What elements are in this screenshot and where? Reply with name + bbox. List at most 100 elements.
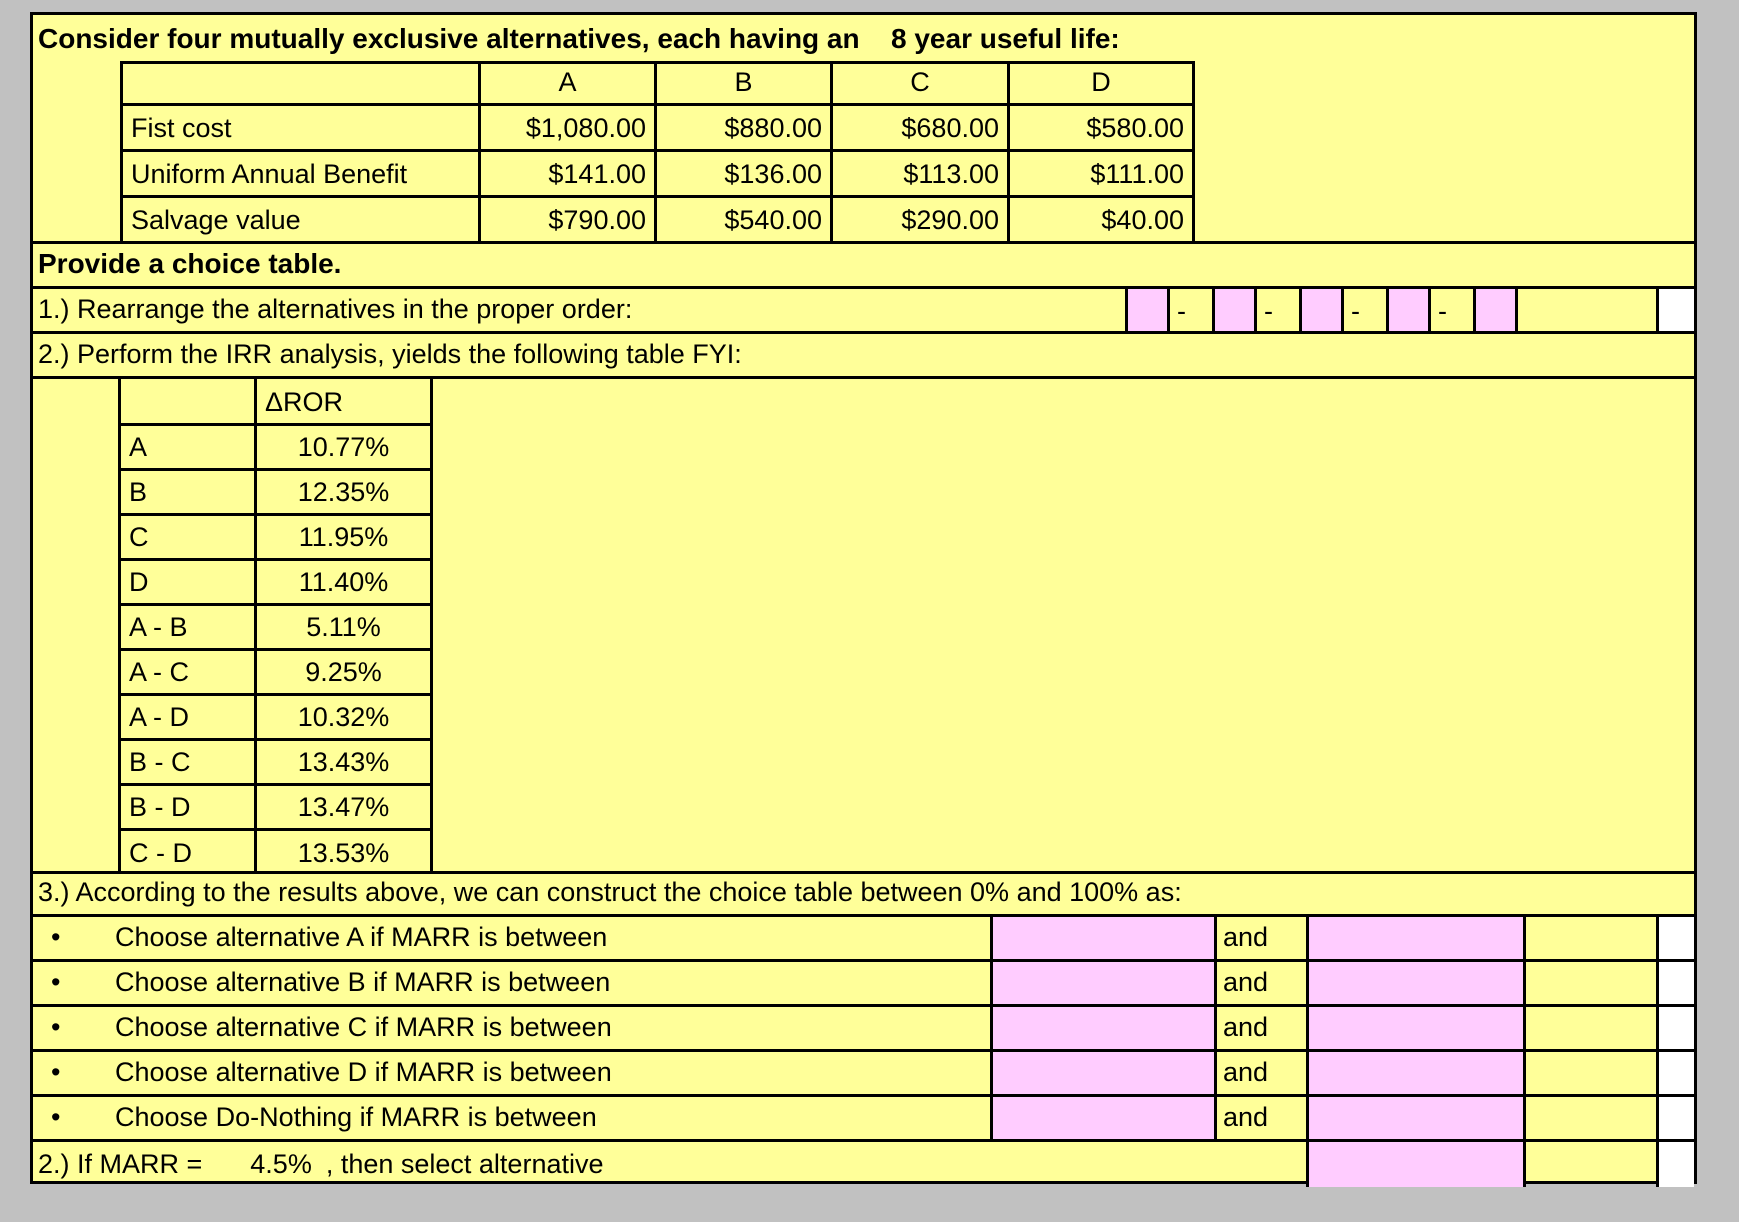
cell-value: $40.00 [1007,195,1195,244]
empty-cell [118,379,257,426]
aror-row: A - C 9.25% [118,647,433,696]
aror-row: A - D 10.32% [118,692,433,741]
cell-value: $290.00 [830,195,1010,244]
cell-value: $111.00 [1007,149,1195,198]
selected-alternative-input[interactable] [1306,1142,1523,1187]
alternatives-table: A B C D Fist cost $1,080.00 $880.00 $680… [120,61,1195,244]
blank-check-cell[interactable] [1656,1052,1694,1094]
marr-upper-input-b[interactable] [1306,962,1523,1004]
cell-value: $880.00 [654,103,833,152]
aror-header-row: ΔROR [118,379,433,426]
marr-lower-input-a[interactable] [990,917,1214,959]
aror-header: ΔROR [254,379,433,426]
and-label: and [1214,962,1306,1004]
aror-row: C 11.95% [118,512,433,561]
cell-value: $580.00 [1007,103,1195,152]
col-header-b: B [654,61,833,106]
bullet-icon: • [51,1012,61,1042]
order-separator: - [1167,289,1212,331]
cell-value: $113.00 [830,149,1010,198]
aror-label: A [118,422,257,471]
aror-label: B - D [118,782,257,831]
aror-value: 11.95% [254,512,433,561]
perform-row: 2.) Perform the IRR analysis, yields the… [33,331,1694,376]
choice-label: Choose Do-Nothing if MARR is between [115,1102,597,1132]
marr-upper-input-do-nothing[interactable] [1306,1097,1523,1139]
cell-value: $790.00 [478,195,657,244]
blank-check-cell[interactable] [1656,917,1694,959]
table-row: Uniform Annual Benefit $141.00 $136.00 $… [120,149,1195,198]
marr-lower-input-do-nothing[interactable] [990,1097,1214,1139]
aror-value: 5.11% [254,602,433,651]
choice-label: Choose alternative A if MARR is between [115,922,608,952]
row-label: Fist cost [120,103,481,152]
title-text: Consider four mutually exclusive alterna… [38,23,860,54]
aror-region: ΔROR A 10.77% B 12.35% C 11.95% D 11.40%… [33,376,1694,874]
marr-rate: 4.5% [250,1149,312,1179]
blank-check-cell[interactable] [1656,962,1694,1004]
order-input-cell-3[interactable] [1299,289,1341,331]
aror-label: B [118,467,257,516]
and-label: and [1214,917,1306,959]
table-row: Fist cost $1,080.00 $880.00 $680.00 $580… [120,103,1195,152]
aror-value: 13.43% [254,737,433,786]
blank-check-cell[interactable] [1656,289,1694,331]
marr-upper-input-a[interactable] [1306,917,1523,959]
marr-upper-input-d[interactable] [1306,1052,1523,1094]
perform-text: 2.) Perform the IRR analysis, yields the… [38,339,742,369]
choice-row-do-nothing: • Choose Do-Nothing if MARR is between a… [33,1094,1694,1139]
marr-lower-input-d[interactable] [990,1052,1214,1094]
col-header-c: C [830,61,1010,106]
useful-life-text: 8 year useful life: [891,23,1120,54]
choice-row-d: • Choose alternative D if MARR is betwee… [33,1049,1694,1094]
order-input-cell-5[interactable] [1473,289,1515,331]
corner-cell [120,61,481,106]
marr-lower-input-b[interactable] [990,962,1214,1004]
aror-label: D [118,557,257,606]
cell-value: $141.00 [478,149,657,198]
bullet-icon: • [51,1102,61,1132]
marr-upper-input-c[interactable] [1306,1007,1523,1049]
aror-label: A - B [118,602,257,651]
bullet-icon: • [51,922,61,952]
aror-row: A 10.77% [118,422,433,471]
blank-check-cell[interactable] [1656,1007,1694,1049]
worksheet: Consider four mutually exclusive alterna… [30,12,1697,1187]
cell-value: $540.00 [654,195,833,244]
col-header-d: D [1007,61,1195,106]
choice-label: Choose alternative B if MARR is between [115,967,611,997]
choice-section-header: 3.) According to the results above, we c… [38,877,1182,907]
row-label: Uniform Annual Benefit [120,149,481,198]
blank-check-cell[interactable] [1656,1097,1694,1139]
title-row: Consider four mutually exclusive alterna… [33,15,1694,61]
aror-label: B - C [118,737,257,786]
empty-cell [1523,1007,1656,1049]
aror-label: C - D [118,827,257,874]
aror-row: A - B 5.11% [118,602,433,651]
empty-cell [1523,1142,1656,1187]
aror-value: 13.53% [254,827,433,874]
empty-cell [1515,289,1656,331]
aror-label: A - D [118,692,257,741]
aror-value: 12.35% [254,467,433,516]
empty-cell [1523,917,1656,959]
and-label: and [1214,1007,1306,1049]
choice-row-c: • Choose alternative C if MARR is betwee… [33,1004,1694,1049]
empty-cell [1523,1052,1656,1094]
and-label: and [1214,1097,1306,1139]
bullet-icon: • [51,967,61,997]
empty-cell [1523,1097,1656,1139]
marr-select-row: 2.) If MARR = 4.5% , then select alterna… [33,1139,1694,1187]
and-label: and [1214,1052,1306,1094]
order-input-cell-1[interactable] [1125,289,1167,331]
order-input-cell-2[interactable] [1212,289,1254,331]
bullet-icon: • [51,1057,61,1087]
blank-check-cell[interactable] [1656,1142,1694,1187]
aror-row: B 12.35% [118,467,433,516]
marr-lower-input-c[interactable] [990,1007,1214,1049]
aror-row: B - D 13.47% [118,782,433,831]
table-row: Salvage value $790.00 $540.00 $290.00 $4… [120,195,1195,244]
table-header-row: A B C D [120,61,1195,106]
order-input-cell-4[interactable] [1386,289,1428,331]
aror-table: ΔROR A 10.77% B 12.35% C 11.95% D 11.40%… [118,379,433,874]
